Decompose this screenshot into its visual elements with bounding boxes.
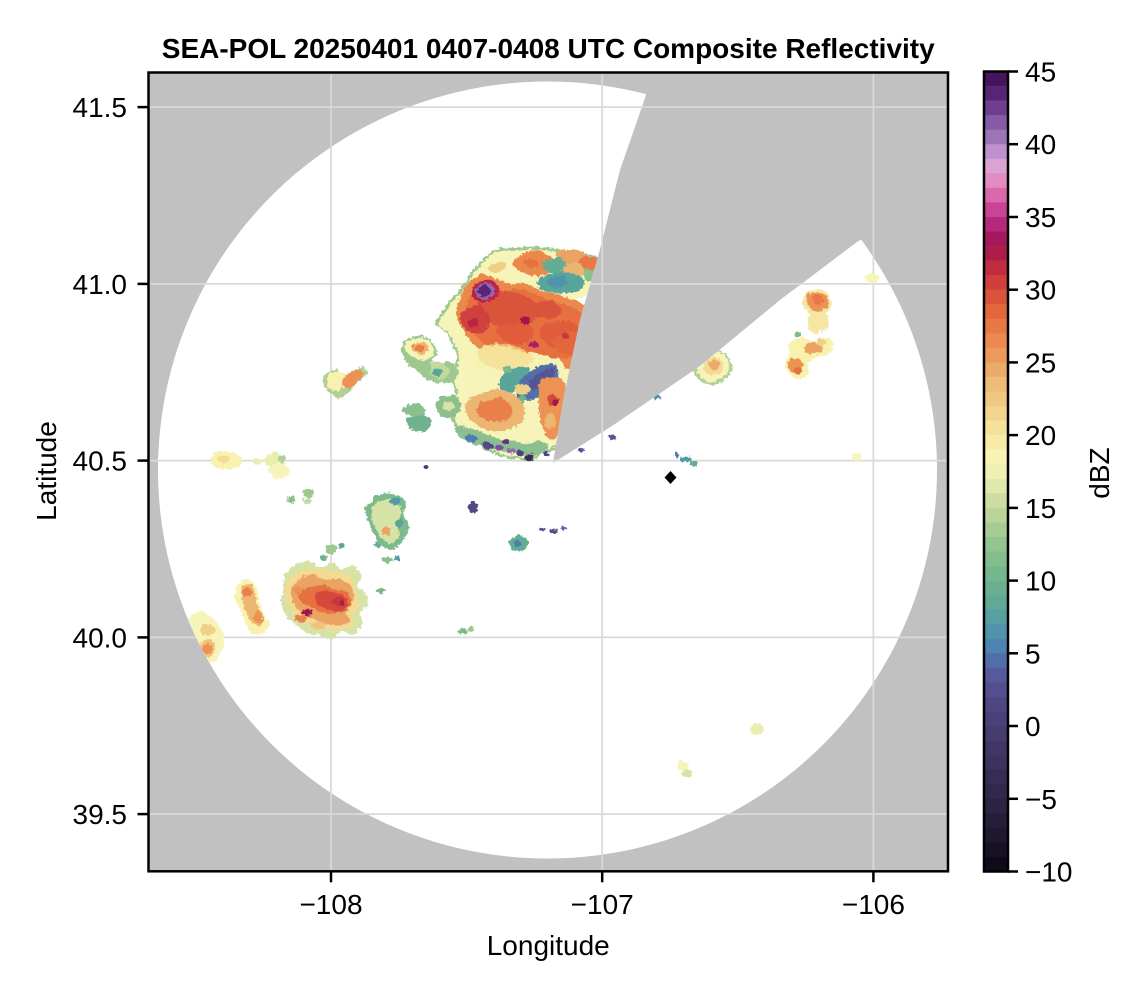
svg-text:5: 5: [1025, 638, 1041, 669]
svg-text:25: 25: [1025, 347, 1056, 378]
svg-text:39.5: 39.5: [73, 799, 128, 830]
svg-text:15: 15: [1025, 493, 1056, 524]
svg-text:40.0: 40.0: [73, 622, 128, 653]
svg-text:30: 30: [1025, 275, 1056, 306]
svg-text:−108: −108: [299, 889, 362, 920]
svg-text:20: 20: [1025, 420, 1056, 451]
svg-text:10: 10: [1025, 566, 1056, 597]
svg-text:35: 35: [1025, 202, 1056, 233]
svg-text:−5: −5: [1025, 784, 1057, 815]
svg-text:dBZ: dBZ: [1084, 447, 1115, 498]
svg-text:41.5: 41.5: [73, 92, 128, 123]
svg-text:41.0: 41.0: [73, 269, 128, 300]
svg-text:0: 0: [1025, 711, 1041, 742]
svg-text:SEA-POL 20250401 0407-0408 UTC: SEA-POL 20250401 0407-0408 UTC Composite…: [162, 33, 935, 64]
svg-text:40: 40: [1025, 129, 1056, 160]
svg-text:Latitude: Latitude: [31, 421, 62, 521]
svg-text:−10: −10: [1025, 857, 1073, 888]
svg-text:45: 45: [1025, 57, 1056, 88]
svg-text:Longitude: Longitude: [487, 930, 610, 961]
svg-text:−107: −107: [571, 889, 634, 920]
svg-text:−106: −106: [842, 889, 905, 920]
svg-text:40.5: 40.5: [73, 446, 128, 477]
